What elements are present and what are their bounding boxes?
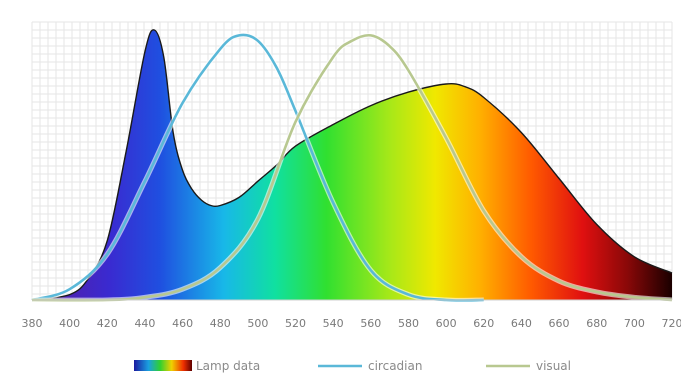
lamp-data-fill [32,29,672,300]
x-tick-label: 660 [549,317,570,330]
x-tick-label: 420 [97,317,118,330]
lamp-data-outline [31,29,673,301]
legend-swatch-lamp-data [134,360,192,371]
x-tick-label: 400 [59,317,80,330]
x-tick-label: 520 [285,317,306,330]
x-tick-label: 640 [511,317,532,330]
x-tick-label: 600 [436,317,457,330]
x-tick-label: 700 [624,317,645,330]
x-tick-label: 560 [360,317,381,330]
circadian-line [31,33,484,302]
x-tick-label: 620 [473,317,494,330]
x-tick-label: 580 [398,317,419,330]
x-tick-label: 460 [172,317,193,330]
legend-label-visual: visual [536,359,571,373]
lamp-data-area [31,29,673,301]
x-tick-label: 440 [134,317,155,330]
x-tick-label: 540 [323,317,344,330]
x-tick-label: 680 [586,317,607,330]
x-axis: 380 400 420 440 460 480 500 520 540 560 580 600 620 6… [22,299,681,330]
legend-label-circadian: circadian [368,359,422,373]
visual-line [31,33,673,302]
x-tick-label: 480 [210,317,231,330]
x-tick-label: 720 [662,317,681,330]
x-tick-label: 380 [22,317,43,330]
x-tick-label: 500 [247,317,268,330]
legend: Lamp data circadian visual [134,359,571,373]
legend-label-lamp-data: Lamp data [196,359,260,373]
series-lines [31,32,673,303]
